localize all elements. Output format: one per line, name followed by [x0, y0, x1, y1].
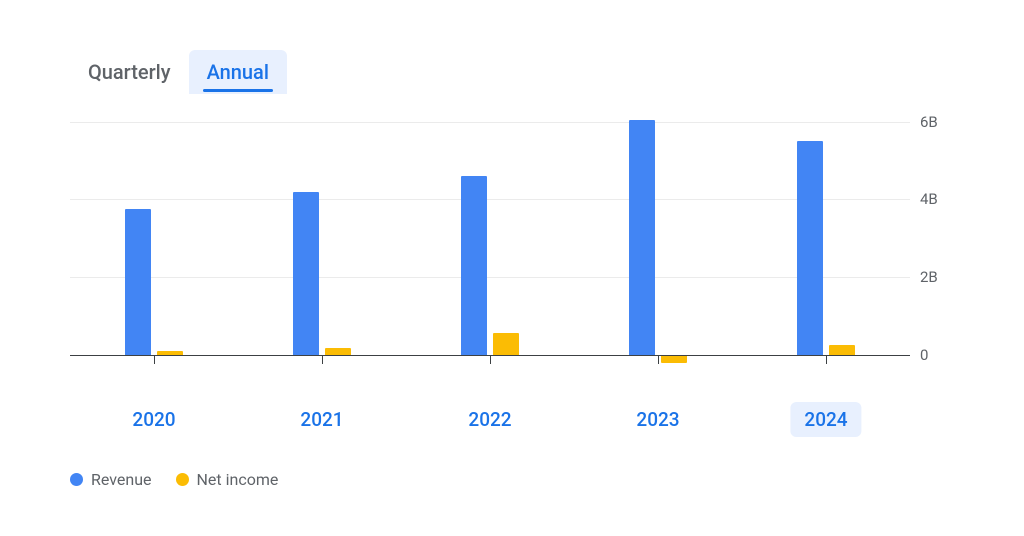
- bar-revenue-2022[interactable]: [461, 176, 487, 355]
- x-tick: [322, 356, 323, 364]
- legend-swatch-revenue: [70, 473, 83, 486]
- x-tick: [490, 356, 491, 364]
- year-label-2020[interactable]: 2020: [118, 402, 189, 437]
- year-label-2021[interactable]: 2021: [286, 402, 357, 437]
- bar-revenue-2023[interactable]: [629, 120, 655, 355]
- legend-item-revenue: Revenue: [70, 470, 152, 489]
- bar-net-income-2022[interactable]: [493, 333, 519, 354]
- gridline: [70, 199, 910, 200]
- x-tick: [658, 356, 659, 364]
- tab-quarterly[interactable]: Quarterly: [70, 50, 189, 94]
- chart-legend: Revenue Net income: [70, 470, 970, 489]
- x-tick: [826, 356, 827, 364]
- y-axis-label: 4B: [920, 190, 938, 208]
- x-tick: [154, 356, 155, 364]
- gridline: [70, 277, 910, 278]
- legend-label-revenue: Revenue: [91, 470, 152, 489]
- bar-revenue-2021[interactable]: [293, 192, 319, 355]
- bar-net-income-2020[interactable]: [157, 351, 183, 354]
- financials-bar-chart: 0 2B 4B 6B: [70, 114, 970, 374]
- tab-annual[interactable]: Annual: [189, 50, 287, 94]
- legend-item-netincome: Net income: [176, 470, 279, 489]
- year-label-2023[interactable]: 2023: [622, 402, 693, 437]
- bar-net-income-2024[interactable]: [829, 345, 855, 355]
- gridline: [70, 122, 910, 123]
- bar-net-income-2021[interactable]: [325, 348, 351, 355]
- legend-swatch-netincome: [176, 473, 189, 486]
- y-axis-label: 0: [920, 346, 928, 364]
- y-axis-label: 2B: [920, 268, 938, 286]
- bar-revenue-2020[interactable]: [125, 209, 151, 355]
- year-label-2024[interactable]: 2024: [790, 402, 861, 437]
- bar-revenue-2024[interactable]: [797, 141, 823, 354]
- x-axis-labels: 2020 2021 2022 2023 2024: [70, 402, 910, 452]
- y-axis-label: 6B: [920, 113, 938, 131]
- bar-net-income-2023[interactable]: [661, 356, 687, 364]
- legend-label-netincome: Net income: [197, 470, 279, 489]
- period-tabs: Quarterly Annual: [70, 50, 970, 94]
- year-label-2022[interactable]: 2022: [454, 402, 525, 437]
